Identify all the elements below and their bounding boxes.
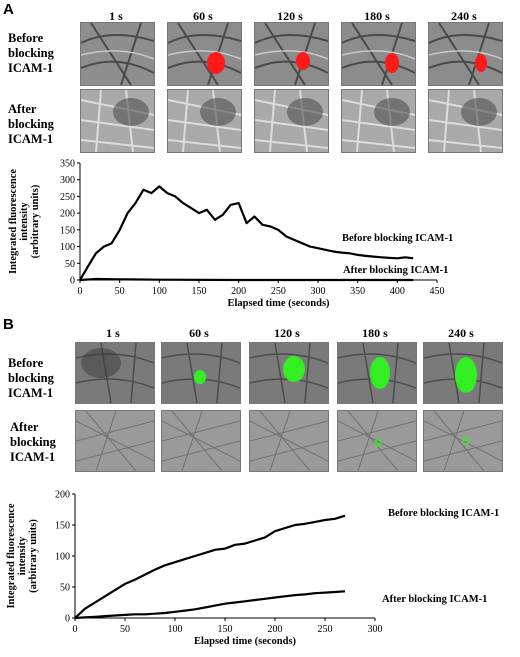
panel-a-micrograph-after-1s (80, 89, 155, 153)
panel-a-time-label: 120 s (277, 9, 303, 23)
x-tick-label: 250 (318, 624, 333, 635)
panel-b-time-label: 120 s (274, 326, 300, 340)
panel-a-row-label-after: After blocking ICAM-1 (8, 102, 54, 146)
x-tick-label: 150 (218, 624, 233, 635)
x-tick-label: 450 (430, 286, 445, 297)
panel-a-row-label-before: Before blocking ICAM-1 (8, 31, 54, 75)
y-tick-label: 150 (55, 521, 70, 532)
y-axis-label: Integrated fluorescence (8, 169, 19, 274)
panel-b-chart: 0 50 100 150 200 0 50 100 150 200 250 300 Elapsed ti… (0, 480, 520, 652)
panel-b-time-label: 180 s (362, 326, 388, 340)
red-cell-marker (207, 52, 225, 74)
x-axis-label: Elapsed time (seconds) (227, 298, 330, 309)
red-cell-marker (296, 52, 310, 70)
panel-a-micrograph-after-60s (167, 89, 242, 153)
x-tick-label: 100 (152, 286, 167, 297)
x-tick-label: 350 (350, 286, 365, 297)
panel-a-time-label: 180 s (364, 9, 390, 23)
panel-a-micrograph-before-180s (341, 22, 416, 86)
panel-b-micrograph-after-240s (423, 410, 503, 472)
x-tick-label: 400 (390, 286, 405, 297)
y-tick-label: 0 (70, 276, 75, 287)
y-axis-label: Integrated fluorescence (6, 503, 17, 608)
panel-a-time-label: 240 s (451, 9, 477, 23)
panel-b-micrograph-before-120s (249, 342, 329, 404)
panel-a-letter: A (3, 1, 14, 18)
panel-b-row-label-after: After blocking ICAM-1 (10, 420, 56, 464)
panel-a-chart-svg: 0 50 100 150 200 250 300 350 0 50 100 150 200 250 300 3… (8, 159, 453, 310)
red-cell-marker (385, 53, 399, 73)
green-cell-marker (455, 357, 477, 393)
panel-b-letter: B (3, 316, 14, 333)
panel-b-row-label-before: Before blocking ICAM-1 (8, 356, 54, 400)
panel-b-micrograph-after-120s (249, 410, 329, 472)
panel-a-chart: 0 50 100 150 200 250 300 350 0 50 100 150 200 250 300 3… (0, 155, 520, 310)
y-tick-label: 200 (55, 490, 70, 501)
y-tick-label: 0 (65, 614, 70, 625)
panel-a-time-label: 60 s (193, 9, 213, 23)
panel-b-chart-svg: 0 50 100 150 200 0 50 100 150 200 250 300 Elapsed ti… (6, 490, 499, 648)
x-tick-label: 300 (311, 286, 326, 297)
y-axis-label: (arbitrary units) (28, 519, 39, 593)
series-label: Before blocking ICAM-1 (388, 508, 499, 519)
red-cell-marker (475, 54, 487, 72)
y-axis-label: (arbitrary units) (30, 184, 41, 258)
panel-b-time-label: 60 s (189, 326, 209, 340)
series-label: Before blocking ICAM-1 (342, 233, 453, 244)
panel-a-time-label: 1 s (109, 9, 123, 23)
green-cell-marker (283, 356, 305, 382)
panel-b-micrograph-before-60s (161, 342, 241, 404)
panel-a-micrograph-after-180s (341, 89, 416, 153)
x-tick-label: 200 (268, 624, 283, 635)
panel-a-micrograph-before-120s (254, 22, 329, 86)
panel-a-micrograph-before-1s (80, 22, 155, 86)
panel-a-micrograph-after-240s (428, 89, 503, 153)
series-line (79, 185, 414, 281)
x-tick-label: 150 (192, 286, 207, 297)
y-tick-label: 250 (60, 192, 75, 203)
green-cell-marker (462, 437, 470, 445)
panel-b-micrograph-after-1s (75, 410, 155, 472)
y-tick-label: 300 (60, 175, 75, 186)
green-cell-marker (194, 370, 206, 384)
y-tick-label: 100 (55, 552, 70, 563)
y-tick-label: 50 (60, 583, 70, 594)
x-tick-label: 300 (368, 624, 383, 635)
y-tick-label: 350 (60, 159, 75, 170)
series-line (74, 514, 346, 619)
panel-b-micrograph-before-1s (75, 342, 155, 404)
x-tick-label: 100 (168, 624, 183, 635)
series-line (79, 277, 414, 282)
panel-b-micrograph-after-60s (161, 410, 241, 472)
x-tick-label: 250 (271, 286, 286, 297)
x-tick-label: 50 (115, 286, 125, 297)
y-tick-label: 200 (60, 209, 75, 220)
y-tick-label: 100 (60, 242, 75, 253)
panel-b-time-label: 240 s (448, 326, 474, 340)
x-axis-label: Elapsed time (seconds) (194, 636, 297, 647)
panel-b-micrograph-before-240s (423, 342, 503, 404)
panel-b-micrograph-after-180s (337, 410, 417, 472)
x-tick-label: 0 (78, 286, 83, 297)
green-cell-marker (370, 357, 390, 389)
y-tick-label: 150 (60, 225, 75, 236)
green-cell-marker (374, 439, 382, 447)
x-tick-label: 0 (73, 624, 78, 635)
panel-a-micrograph-after-120s (254, 89, 329, 153)
x-tick-label: 50 (120, 624, 130, 635)
series-label: After blocking ICAM-1 (382, 594, 487, 605)
x-tick-label: 200 (231, 286, 246, 297)
panel-a-micrograph-before-60s (167, 22, 242, 86)
panel-b-time-label: 1 s (106, 326, 120, 340)
y-tick-label: 50 (65, 259, 75, 270)
series-line (74, 590, 346, 620)
series-label: After blocking ICAM-1 (343, 265, 448, 276)
y-axis-label: intensity (19, 202, 30, 241)
panel-b-micrograph-before-180s (337, 342, 417, 404)
y-axis-label: intensity (17, 536, 28, 575)
panel-a-micrograph-before-240s (428, 22, 503, 86)
